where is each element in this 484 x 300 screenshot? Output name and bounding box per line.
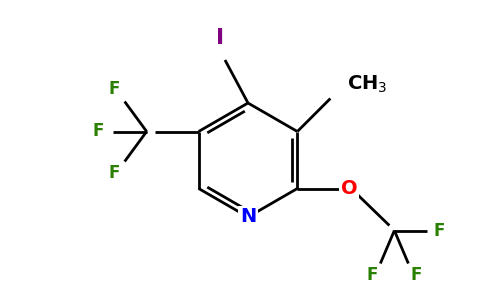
Text: O: O bbox=[341, 179, 358, 198]
Text: I: I bbox=[216, 28, 224, 48]
Text: F: F bbox=[434, 221, 445, 239]
Text: F: F bbox=[411, 266, 422, 284]
Text: CH$_3$: CH$_3$ bbox=[348, 74, 388, 95]
Text: F: F bbox=[93, 122, 105, 140]
Text: F: F bbox=[109, 80, 121, 98]
Text: F: F bbox=[109, 164, 121, 182]
Text: F: F bbox=[367, 266, 378, 284]
Text: N: N bbox=[240, 208, 256, 226]
